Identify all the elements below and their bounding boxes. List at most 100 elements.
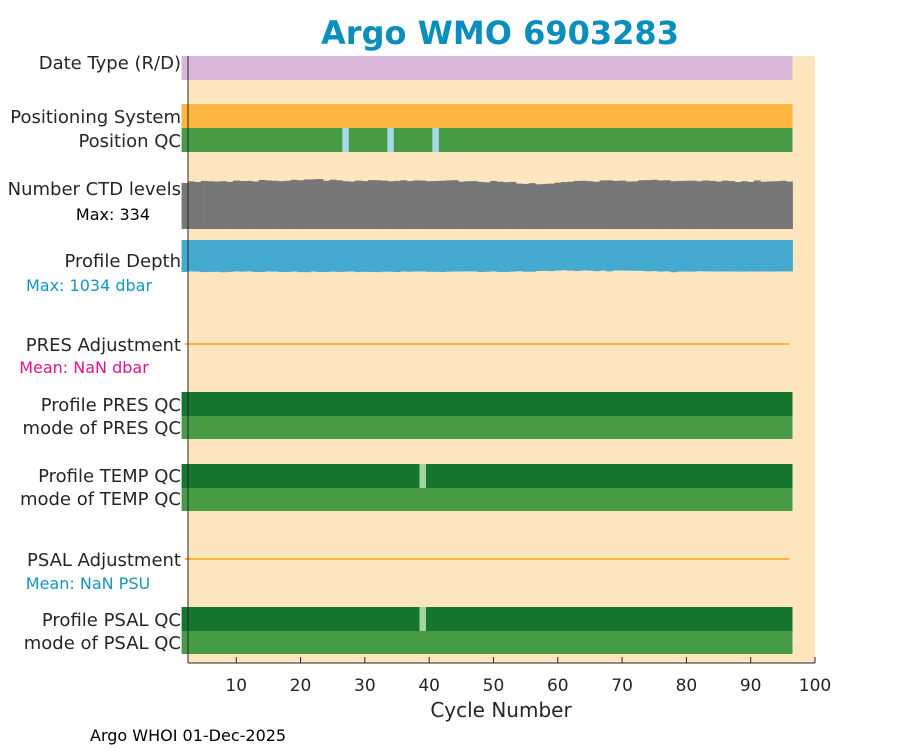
ctd-levels-bar-cycle-9 <box>226 181 234 229</box>
ctd-levels-bar-cycle-6 <box>207 181 215 229</box>
ctd-levels-bar-cycle-48 <box>477 181 485 229</box>
ctd-levels-bar-cycle-61 <box>560 182 568 229</box>
row-label-position-qc: Position QC <box>78 131 181 152</box>
profile-temp-qc-row <box>181 464 793 488</box>
profile-depth-bar-cycle-74 <box>644 240 652 272</box>
row-label-mode-psal-qc: mode of PSAL QC <box>24 633 181 654</box>
profile-depth-bar-cycle-26 <box>335 240 343 272</box>
ctd-levels-bar-cycle-77 <box>663 180 671 229</box>
position-qc-row-gap-cycle-41 <box>432 128 439 152</box>
ctd-levels-bar-cycle-52 <box>503 182 510 229</box>
ctd-levels-bar-cycle-57 <box>535 184 543 229</box>
profile-depth-bar-cycle-15 <box>265 240 272 272</box>
ctd-levels-bar-cycle-19 <box>290 179 298 229</box>
ctd-levels-bar-cycle-45 <box>458 181 465 229</box>
ctd-levels-bar-cycle-34 <box>387 181 395 229</box>
profile-depth-bar-cycle-3 <box>188 240 195 272</box>
profile-depth-bar-cycle-50 <box>490 240 498 272</box>
ctd-levels-bar-cycle-42 <box>438 180 446 229</box>
profile-depth-bar-cycle-75 <box>651 240 658 272</box>
profile-depth-bar-cycle-51 <box>496 240 504 272</box>
profile-depth-bar-cycle-76 <box>657 240 665 272</box>
ctd-levels-bar-cycle-63 <box>573 180 581 229</box>
ctd-levels-bar-cycle-36 <box>400 180 408 229</box>
profile-depth-bar-cycle-73 <box>638 240 645 271</box>
ctd-levels-bar-cycle-47 <box>470 181 478 229</box>
profile-depth-bar-cycle-85 <box>715 240 723 272</box>
ctd-levels-bar-cycle-56 <box>528 183 536 229</box>
profile-depth-bar-cycle-61 <box>560 240 568 271</box>
profile-depth-bar-cycle-84 <box>708 240 716 272</box>
profile-depth-bar-cycle-42 <box>438 240 446 273</box>
profile-depth-bar-cycle-12 <box>245 240 253 272</box>
profile-depth-bar-cycle-29 <box>355 240 363 273</box>
ctd-levels-bar-cycle-22 <box>310 179 318 229</box>
ctd-levels-bar-cycle-85 <box>715 181 723 229</box>
ctd-levels-bar-cycle-4 <box>194 182 202 229</box>
profile-depth-bar-cycle-71 <box>625 240 633 271</box>
row-label-profile-pres-qc: Profile PRES QC <box>41 395 181 416</box>
mode-psal-qc-row-bar <box>181 631 793 654</box>
ctd-levels-bar-cycle-58 <box>541 183 549 229</box>
ctd-levels-bar-cycle-24 <box>323 180 330 229</box>
profile-depth-bar-cycle-80 <box>683 240 690 272</box>
ctd-levels-bar-cycle-94 <box>773 181 781 229</box>
profile-psal-qc-row-gap-cycle-39 <box>419 607 426 631</box>
profile-depth-bar-cycle-92 <box>760 240 768 272</box>
ctd-levels-bar-cycle-14 <box>258 179 266 229</box>
ctd-levels-bar-cycle-39 <box>419 180 427 229</box>
profile-depth-max: Max: 1034 dbar <box>26 276 152 295</box>
profile-depth-bar-cycle-14 <box>258 240 266 273</box>
profile-depth-bar-cycle-31 <box>368 240 375 272</box>
ctd-levels-bar-cycle-35 <box>393 180 401 229</box>
profile-temp-qc-row-gap-cycle-39 <box>419 464 426 488</box>
ctd-levels-bar-cycle-90 <box>747 181 755 229</box>
profile-depth-bar-cycle-13 <box>252 240 260 273</box>
profile-psal-qc-row-bar <box>181 607 793 631</box>
profile-pres-qc-row <box>181 392 793 416</box>
profile-depth-bar-cycle-90 <box>747 240 755 272</box>
ctd-levels-bar-cycle-75 <box>651 179 658 229</box>
profile-depth-bar-cycle-45 <box>458 240 465 272</box>
row-label-data-type: Date Type (R/D) <box>39 53 181 74</box>
profile-depth-bar-cycle-63 <box>573 240 581 271</box>
position-qc-row-gap-cycle-27 <box>342 128 349 152</box>
position-qc-row-bar <box>181 128 793 152</box>
profile-depth-bar-cycle-22 <box>310 240 318 272</box>
profile-depth-bar-cycle-59 <box>548 240 555 272</box>
ctd-levels-bar-cycle-78 <box>670 181 678 229</box>
ctd-levels-bar-cycle-41 <box>432 181 440 229</box>
profile-depth-bar-cycle-96 <box>786 240 793 272</box>
row-label-positioning: Positioning System <box>10 107 181 128</box>
profile-depth-bar-cycle-94 <box>773 240 781 272</box>
ctd-levels-bar-cycle-30 <box>361 181 369 229</box>
plot-background <box>188 56 815 663</box>
profile-depth-bar-cycle-81 <box>689 240 697 272</box>
row-label-profile-psal-qc: Profile PSAL QC <box>42 610 181 631</box>
x-tick-label-40: 40 <box>418 676 440 696</box>
ctd-levels-bar-cycle-26 <box>335 180 343 229</box>
ctd-levels-bar-cycle-68 <box>606 180 613 229</box>
chart-marks <box>181 56 793 654</box>
profile-depth-bar-cycle-38 <box>413 240 420 272</box>
x-axis-label: Cycle Number <box>430 698 572 722</box>
ctd-levels-bar-cycle-18 <box>284 180 292 229</box>
profile-depth-bar-cycle-34 <box>387 240 395 272</box>
mode-pres-qc-row <box>181 416 793 439</box>
mode-temp-qc-row-bar <box>181 488 793 511</box>
profile-depth-bar-cycle-10 <box>233 240 240 272</box>
ctd-levels-bar-cycle-81 <box>689 180 697 229</box>
ctd-levels-bar-cycle-66 <box>593 181 600 229</box>
footer-credit: Argo WHOI 01-Dec-2025 <box>90 726 286 745</box>
profile-depth-bar-cycle-47 <box>470 240 478 272</box>
profile-depth-bar-cycle-23 <box>316 240 324 273</box>
profile-depth-bar-cycle-58 <box>541 240 549 271</box>
ctd-levels-bar-cycle-25 <box>329 179 337 229</box>
profile-depth-bar-cycle-88 <box>734 240 742 272</box>
profile-depth-bar-cycle-65 <box>586 240 594 271</box>
x-tick-label-100: 100 <box>799 676 831 696</box>
profile-depth-bar-cycle-30 <box>361 240 369 272</box>
row-label-profile-depth: Profile Depth <box>64 251 181 272</box>
profile-depth-bar-cycle-32 <box>374 240 382 273</box>
